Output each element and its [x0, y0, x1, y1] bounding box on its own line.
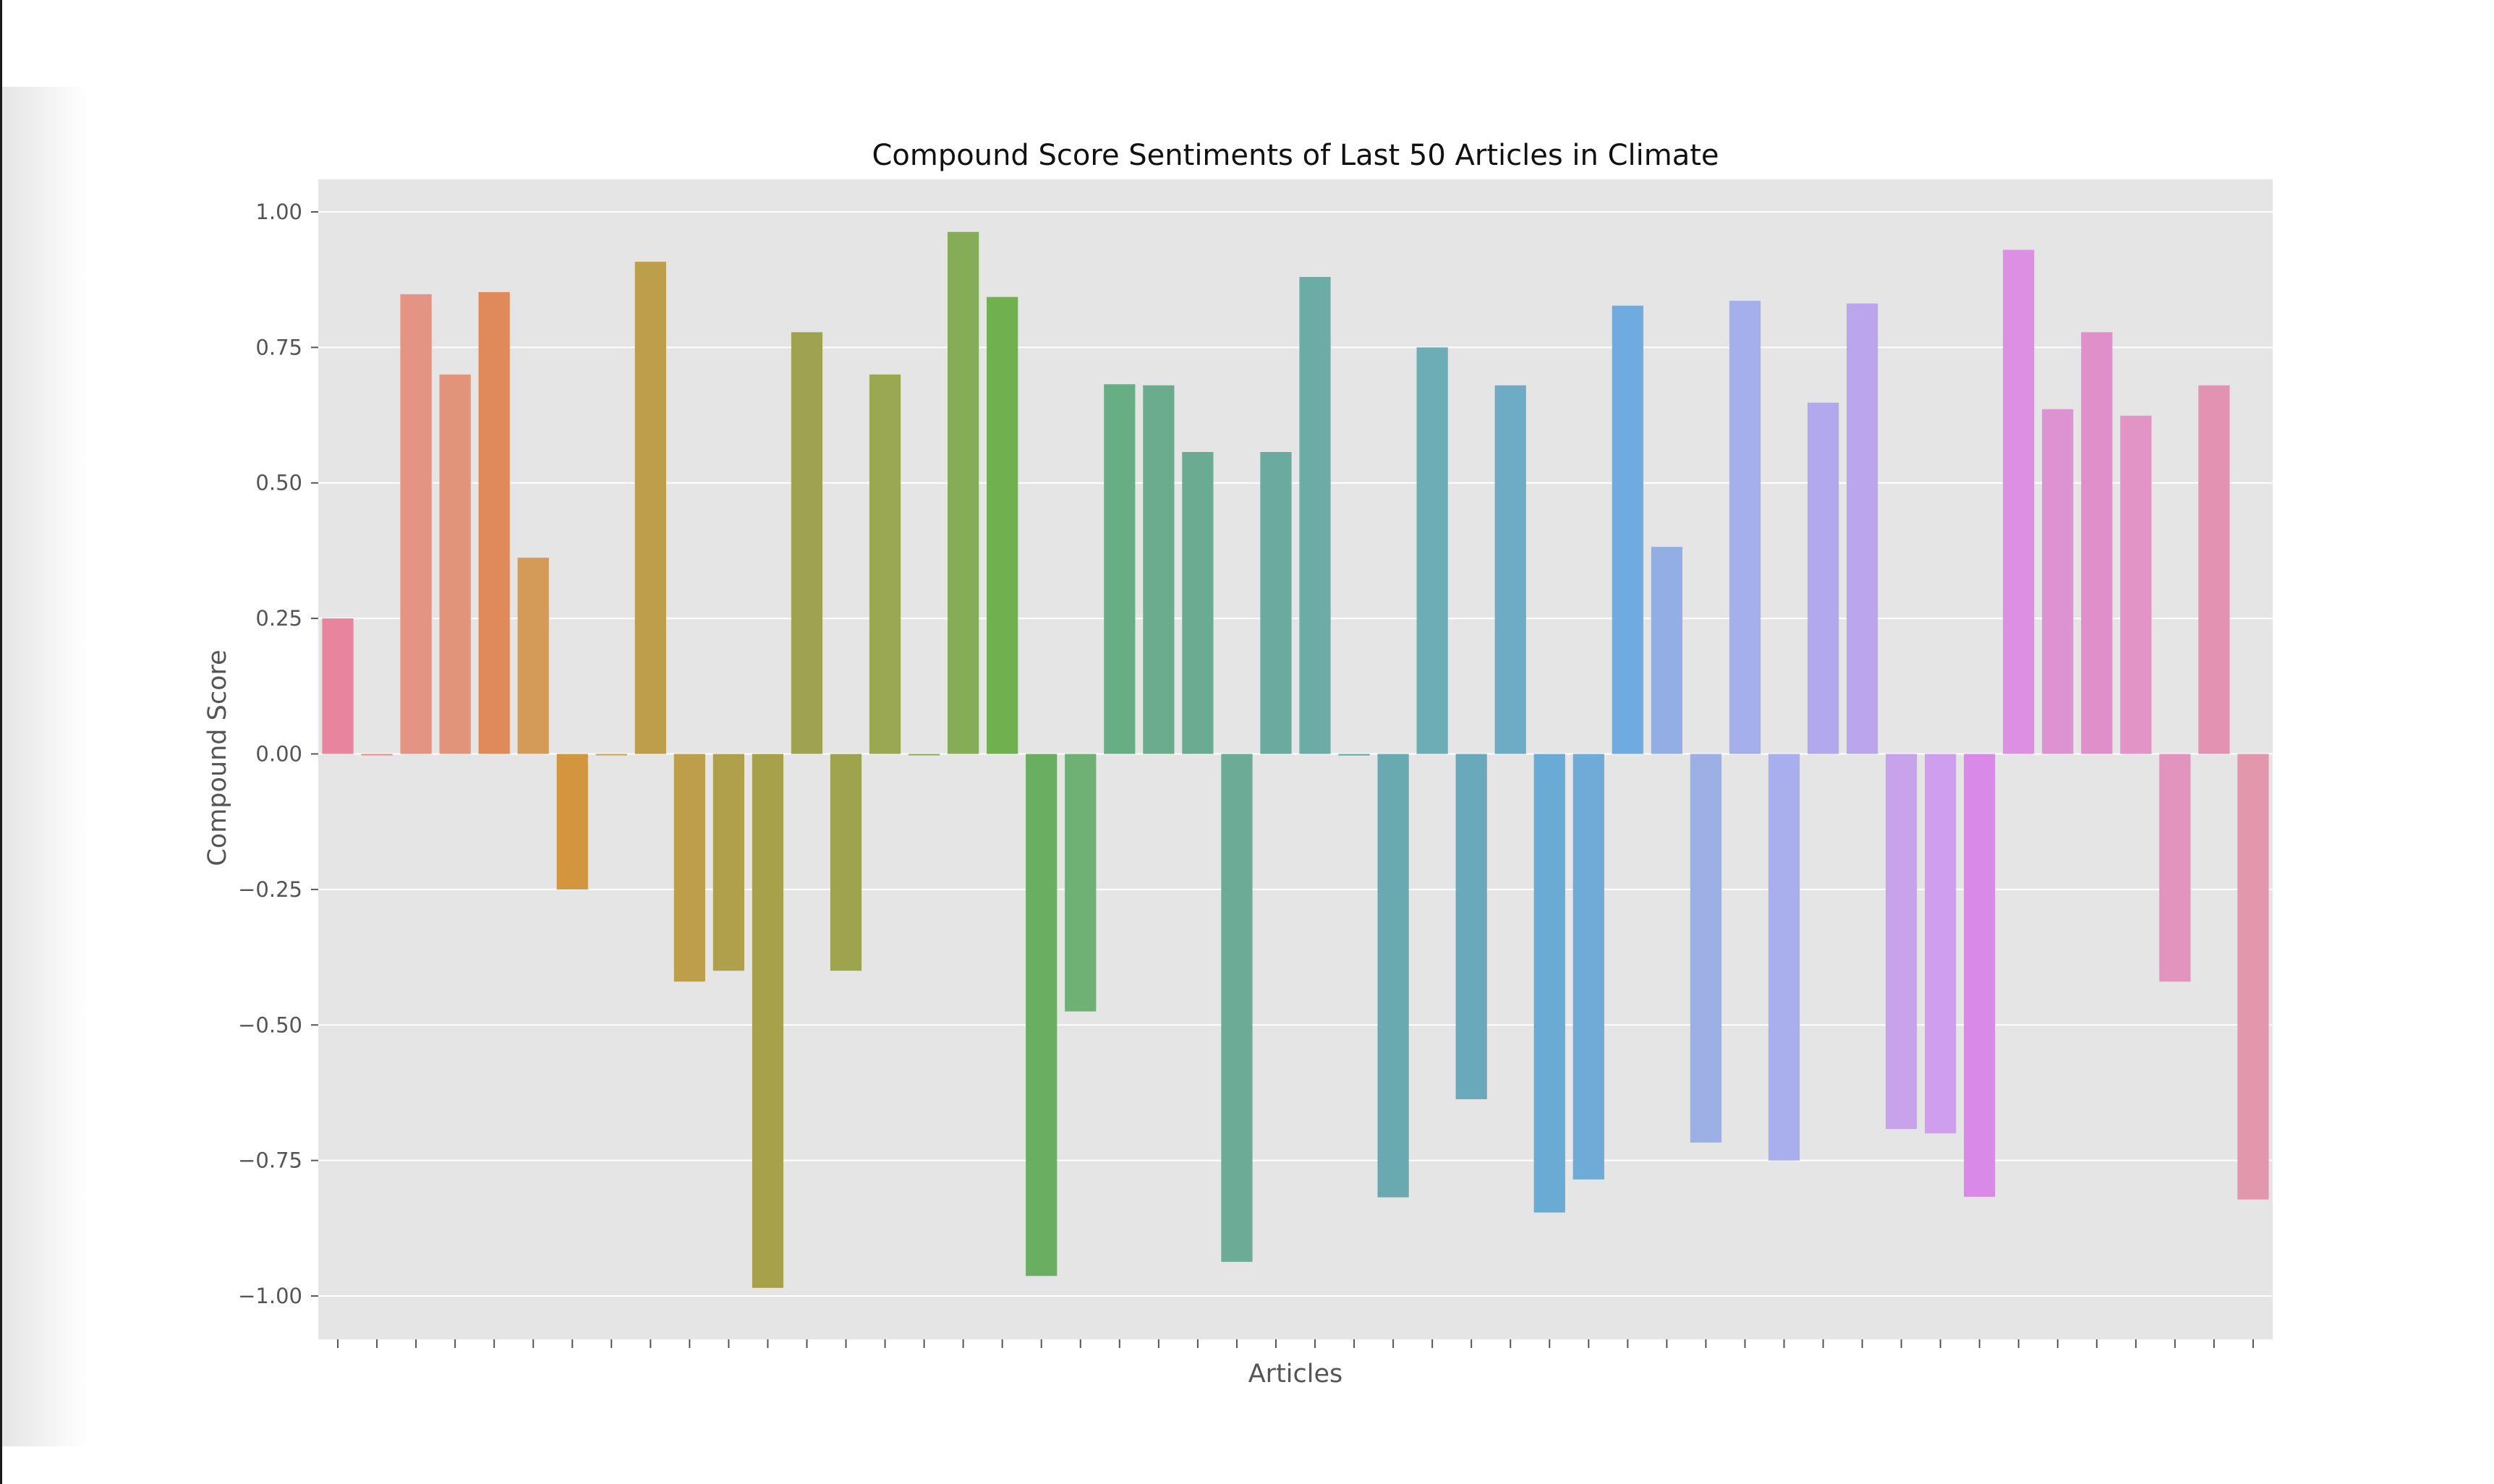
chart-title: Compound Score Sentiments of Last 50 Art…	[872, 139, 1719, 172]
y-tick-label: 0.00	[255, 742, 302, 767]
bar	[2159, 754, 2191, 982]
bar	[1299, 276, 1331, 754]
y-tick-label: −1.00	[238, 1284, 302, 1308]
bar	[1612, 305, 1643, 754]
bar	[1182, 452, 1214, 754]
bar	[1964, 754, 1996, 1197]
bar	[830, 754, 862, 971]
y-axis-ticks: 1.00 0.75 0.50 0.25 0.00 −0.25 −0.50 −0.75 −1.00	[238, 200, 318, 1308]
bar	[673, 754, 705, 982]
y-tick-label: −0.50	[238, 1012, 302, 1037]
bar	[1104, 384, 1136, 754]
bar	[1768, 754, 1800, 1161]
x-axis-label: Articles	[1248, 1360, 1343, 1389]
bar	[322, 618, 354, 754]
bar	[752, 754, 784, 1288]
window-border	[0, 0, 2, 1484]
bar	[869, 374, 901, 754]
bar	[1533, 754, 1565, 1213]
bar	[595, 754, 627, 756]
bar	[1026, 754, 1057, 1276]
bar	[1260, 452, 1292, 754]
bar	[1807, 402, 1839, 754]
y-tick-label: 0.25	[255, 606, 302, 631]
bar	[2003, 250, 2035, 754]
y-tick-label: 0.50	[255, 471, 302, 495]
bar	[361, 754, 393, 756]
bar	[987, 297, 1018, 754]
bar	[439, 374, 471, 754]
bar	[948, 231, 979, 754]
y-tick-label: 0.75	[255, 335, 302, 359]
bar	[1221, 754, 1253, 1262]
window-shadow	[2, 87, 89, 1446]
bar	[556, 754, 588, 890]
bar	[2081, 332, 2113, 754]
bar	[478, 291, 510, 754]
y-axis-label: Compound Score	[203, 649, 232, 866]
bar	[2237, 754, 2269, 1200]
bar	[1143, 385, 1175, 754]
bar	[1651, 547, 1682, 754]
y-tick-label: 1.00	[255, 200, 302, 224]
bar	[517, 558, 549, 754]
bar	[1338, 754, 1370, 756]
bar	[1729, 300, 1761, 754]
bar	[400, 294, 432, 754]
bar	[1416, 347, 1448, 754]
bar	[1377, 754, 1409, 1198]
bar	[1572, 754, 1604, 1180]
y-tick-label: −0.75	[238, 1148, 302, 1173]
bar	[2120, 415, 2152, 754]
bars	[322, 231, 2269, 1288]
bar	[1886, 754, 1918, 1130]
bar	[1925, 754, 1957, 1134]
bar	[1455, 754, 1487, 1099]
bar	[2198, 385, 2230, 754]
y-tick-label: −0.25	[238, 877, 302, 902]
bar	[2042, 409, 2074, 754]
bar	[1494, 385, 1526, 754]
bar	[1690, 754, 1722, 1143]
bar	[1846, 303, 1878, 754]
bar	[791, 332, 823, 754]
bar	[634, 261, 666, 754]
bar	[908, 754, 940, 756]
bar	[1065, 754, 1097, 1012]
x-axis-ticks	[337, 1339, 2254, 1348]
bar	[712, 754, 745, 971]
